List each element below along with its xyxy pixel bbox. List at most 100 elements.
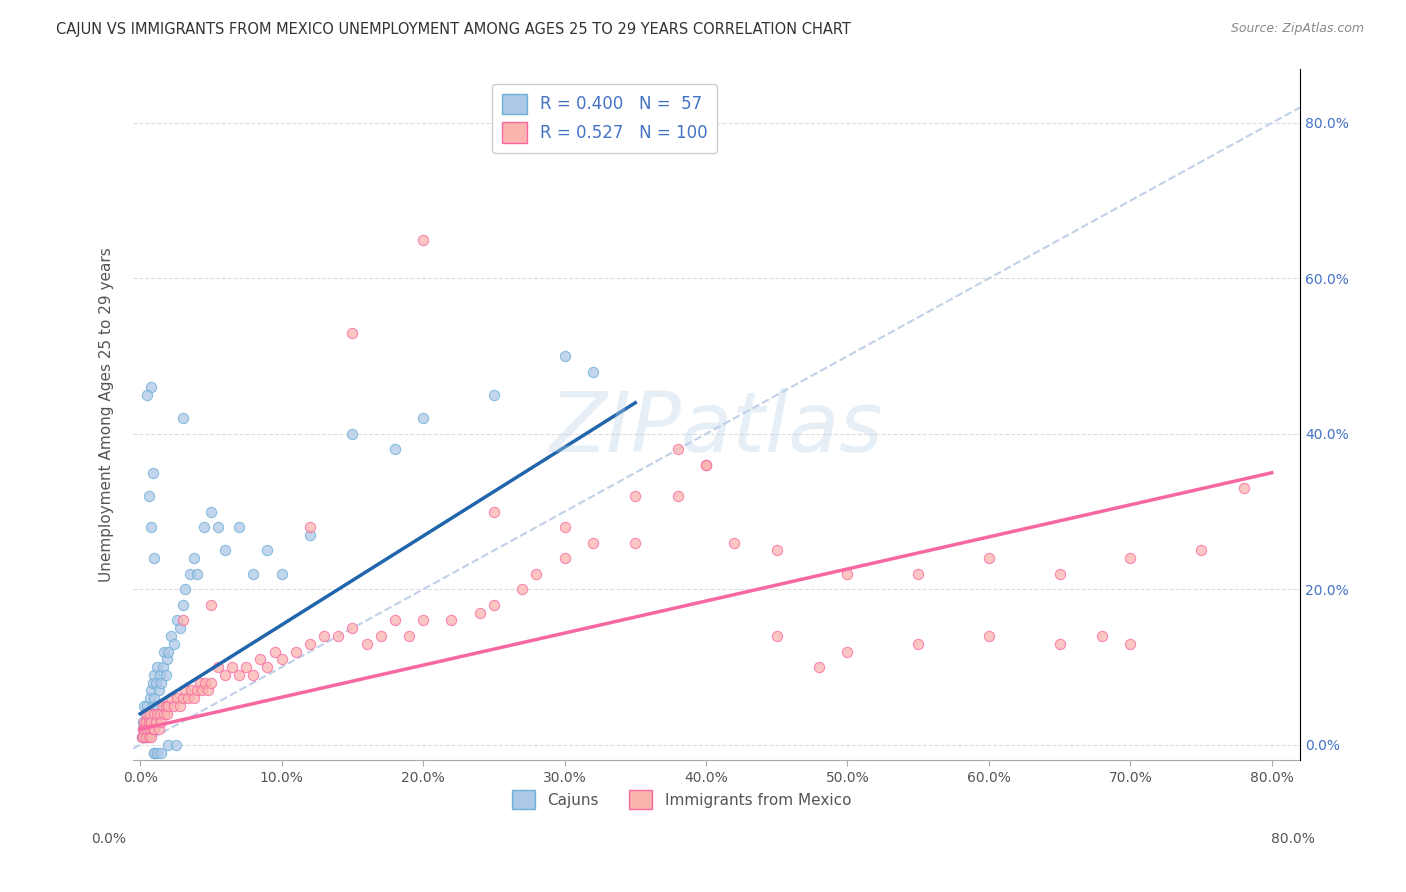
Point <box>143 691 166 706</box>
Point <box>136 723 159 737</box>
Point <box>139 691 162 706</box>
Point <box>134 723 156 737</box>
Point <box>207 660 229 674</box>
Point <box>384 614 406 628</box>
Point <box>624 116 647 130</box>
Point <box>163 698 186 713</box>
Point <box>152 660 174 674</box>
Point <box>242 566 264 581</box>
Point <box>554 520 576 534</box>
Point <box>398 629 420 643</box>
Point <box>141 520 163 534</box>
Point <box>221 660 243 674</box>
Point <box>242 668 264 682</box>
Point <box>146 706 169 721</box>
Point <box>174 683 197 698</box>
Text: CAJUN VS IMMIGRANTS FROM MEXICO UNEMPLOYMENT AMONG AGES 25 TO 29 YEARS CORRELATI: CAJUN VS IMMIGRANTS FROM MEXICO UNEMPLOY… <box>56 22 851 37</box>
Text: 0.0%: 0.0% <box>91 832 127 846</box>
Point <box>180 683 202 698</box>
Point <box>256 660 278 674</box>
Point <box>298 520 321 534</box>
Point <box>723 535 745 549</box>
Point <box>136 388 159 402</box>
Point <box>1119 551 1142 566</box>
Point <box>1119 637 1142 651</box>
Point <box>156 652 179 666</box>
Point <box>146 698 169 713</box>
Point <box>132 714 155 729</box>
Point <box>146 660 169 674</box>
Point <box>342 326 364 340</box>
Y-axis label: Unemployment Among Ages 25 to 29 years: Unemployment Among Ages 25 to 29 years <box>100 247 114 582</box>
Point <box>582 535 605 549</box>
Point <box>172 614 194 628</box>
Point <box>1232 481 1254 495</box>
Point <box>256 543 278 558</box>
Point <box>136 730 159 744</box>
Point <box>156 706 179 721</box>
Point <box>150 714 173 729</box>
Point <box>139 723 162 737</box>
Point <box>157 698 180 713</box>
Point <box>235 660 257 674</box>
Point <box>207 520 229 534</box>
Point <box>136 698 159 713</box>
Point <box>249 652 271 666</box>
Point <box>132 723 155 737</box>
Point <box>977 551 1000 566</box>
Point <box>197 683 219 698</box>
Point <box>141 380 163 394</box>
Point <box>141 714 163 729</box>
Point <box>157 644 180 658</box>
Point <box>342 621 364 635</box>
Point <box>412 233 434 247</box>
Point <box>143 746 166 760</box>
Point <box>135 723 157 737</box>
Point <box>142 698 165 713</box>
Point <box>200 598 222 612</box>
Point <box>298 637 321 651</box>
Point <box>165 738 187 752</box>
Point <box>135 714 157 729</box>
Point <box>263 644 285 658</box>
Point <box>194 675 217 690</box>
Point <box>152 698 174 713</box>
Point <box>136 706 159 721</box>
Point <box>141 730 163 744</box>
Point <box>228 668 250 682</box>
Point <box>228 520 250 534</box>
Point <box>554 551 576 566</box>
Point <box>160 691 183 706</box>
Point <box>183 691 205 706</box>
Point <box>172 598 194 612</box>
Point <box>138 706 160 721</box>
Point <box>328 629 350 643</box>
Point <box>666 442 689 457</box>
Point <box>186 566 208 581</box>
Point <box>482 505 505 519</box>
Point <box>138 489 160 503</box>
Point <box>200 675 222 690</box>
Point <box>1049 637 1071 651</box>
Point <box>200 505 222 519</box>
Point <box>666 489 689 503</box>
Point <box>166 691 188 706</box>
Point <box>143 706 166 721</box>
Point <box>160 629 183 643</box>
Point <box>172 411 194 425</box>
Point <box>166 614 188 628</box>
Point <box>155 668 177 682</box>
Point <box>312 629 335 643</box>
Point <box>148 723 170 737</box>
Point <box>143 723 166 737</box>
Legend: Cajuns, Immigrants from Mexico: Cajuns, Immigrants from Mexico <box>506 784 858 815</box>
Point <box>138 714 160 729</box>
Point <box>149 706 172 721</box>
Point <box>270 566 292 581</box>
Point <box>214 668 236 682</box>
Point <box>837 644 859 658</box>
Point <box>412 411 434 425</box>
Point <box>765 629 787 643</box>
Point <box>468 606 491 620</box>
Point <box>214 543 236 558</box>
